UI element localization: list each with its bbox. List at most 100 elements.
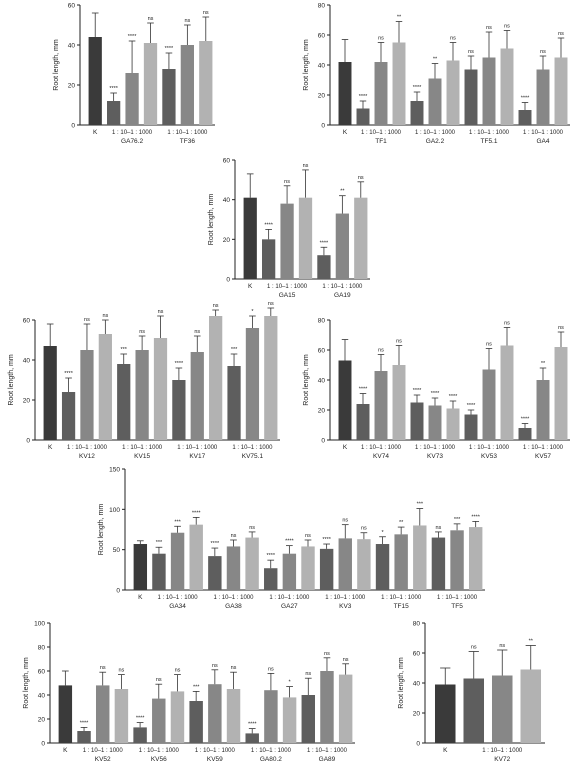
bar xyxy=(500,48,514,125)
significance-label: *** xyxy=(231,347,238,353)
chart-panel-p3: 0 20 40 60 Root length, mm K **** ns ns 1 : 10–1 … xyxy=(208,158,370,299)
bar xyxy=(153,338,168,440)
bar xyxy=(464,69,478,125)
bar xyxy=(264,568,278,590)
bar xyxy=(446,408,460,440)
dilution-tick-label: 1 : 10–1 : 1000 xyxy=(482,748,523,754)
significance-label: ns xyxy=(486,25,492,31)
bar xyxy=(354,197,368,279)
significance-label: ** xyxy=(433,57,438,63)
control-tick-label: K xyxy=(343,444,348,451)
significance-label: ns xyxy=(361,526,367,532)
bar xyxy=(301,695,316,743)
control-tick-label: K xyxy=(48,444,53,451)
bar xyxy=(518,110,532,125)
y-tick-label: 100 xyxy=(34,621,45,628)
significance-label: ns xyxy=(303,163,309,169)
y-tick-label: 20 xyxy=(318,93,326,100)
bar xyxy=(107,101,121,125)
significance-label: ns xyxy=(194,329,200,335)
bar xyxy=(152,698,166,743)
bar xyxy=(428,78,442,125)
significance-label: ns xyxy=(139,329,145,335)
significance-label: **** xyxy=(449,394,458,400)
significance-label: **** xyxy=(359,94,368,100)
bar xyxy=(58,685,73,743)
bar xyxy=(227,366,241,440)
significance-label: **** xyxy=(264,222,273,228)
y-tick-label: 40 xyxy=(68,43,76,50)
bar xyxy=(125,73,139,125)
dilution-tick-label: 1 : 10–1 : 1000 xyxy=(177,445,218,451)
significance-label: *** xyxy=(174,519,181,525)
bar xyxy=(301,546,315,590)
y-axis-label: Root length, mm xyxy=(23,657,30,709)
y-tick-label: 0 xyxy=(416,741,420,748)
significance-label: **** xyxy=(109,86,118,92)
significance-label: **** xyxy=(64,371,73,377)
y-tick-label: 40 xyxy=(413,681,421,688)
significance-label: ns xyxy=(119,668,125,674)
control-tick-label: K xyxy=(443,747,448,754)
y-tick-label: 20 xyxy=(38,717,46,724)
bar xyxy=(356,404,370,440)
bar xyxy=(356,108,370,125)
significance-label: **** xyxy=(320,240,329,246)
significance-label: ns xyxy=(268,666,274,672)
significance-label: ns xyxy=(396,339,402,345)
y-tick-label: 80 xyxy=(413,621,421,628)
bar xyxy=(320,671,334,743)
y-tick-label: 0 xyxy=(116,588,120,595)
significance-label: ns xyxy=(540,49,546,55)
significance-label: **** xyxy=(521,96,530,102)
dilution-tick-label: 1 : 10–1 : 1000 xyxy=(325,595,366,601)
significance-label: *** xyxy=(417,502,424,508)
y-tick-label: 80 xyxy=(318,318,326,325)
bar xyxy=(554,57,568,125)
bar xyxy=(392,42,406,125)
control-tick-label: K xyxy=(93,129,98,136)
bar xyxy=(520,669,542,743)
significance-label: **** xyxy=(175,361,184,367)
bar xyxy=(77,731,91,743)
y-tick-label: 40 xyxy=(38,693,46,700)
bar xyxy=(338,538,352,590)
significance-label: **** xyxy=(165,46,174,52)
significance-label: ns xyxy=(378,36,384,42)
bar xyxy=(554,347,568,440)
dilution-tick-label: 1 : 10–1 : 1000 xyxy=(469,445,510,451)
dilution-tick-label: 1 : 10–1 : 1000 xyxy=(83,748,124,754)
y-tick-label: 40 xyxy=(23,358,31,365)
y-tick-label: 0 xyxy=(321,123,325,130)
bar xyxy=(114,689,129,743)
y-axis-label: Root length, mm xyxy=(303,39,310,91)
significance-label: ns xyxy=(499,643,505,649)
bar xyxy=(282,697,297,743)
bar xyxy=(536,69,550,125)
group-label: KV75.1 xyxy=(242,453,264,460)
significance-label: ns xyxy=(231,533,237,539)
group-label: KV3 xyxy=(339,603,352,610)
group-label: GA89 xyxy=(319,756,336,763)
chart-panel-p8: 0 20 40 60 80 Root length, mm Kns ns ** 1 : 10–1 … xyxy=(398,621,545,763)
significance-label: ns xyxy=(213,303,219,309)
bar xyxy=(172,380,186,440)
bar xyxy=(410,402,424,440)
dilution-tick-label: 1 : 10–1 : 1000 xyxy=(523,445,564,451)
group-label: KV74 xyxy=(373,453,389,460)
dilution-tick-label: 1 : 10–1 : 1000 xyxy=(361,445,402,451)
significance-label: ns xyxy=(450,36,456,42)
dilution-tick-label: 1 : 10–1 : 1000 xyxy=(122,445,163,451)
y-tick-label: 0 xyxy=(71,123,75,130)
y-tick-label: 20 xyxy=(68,83,76,90)
significance-label: *** xyxy=(121,347,128,353)
dilution-tick-label: 1 : 10–1 : 1000 xyxy=(361,130,402,136)
group-label: TF36 xyxy=(180,138,196,145)
bar xyxy=(518,428,532,440)
y-axis-label: Root length, mm xyxy=(53,39,60,91)
significance-label: **** xyxy=(521,417,530,423)
significance-label: ns xyxy=(558,325,564,331)
group-label: KV17 xyxy=(189,453,205,460)
